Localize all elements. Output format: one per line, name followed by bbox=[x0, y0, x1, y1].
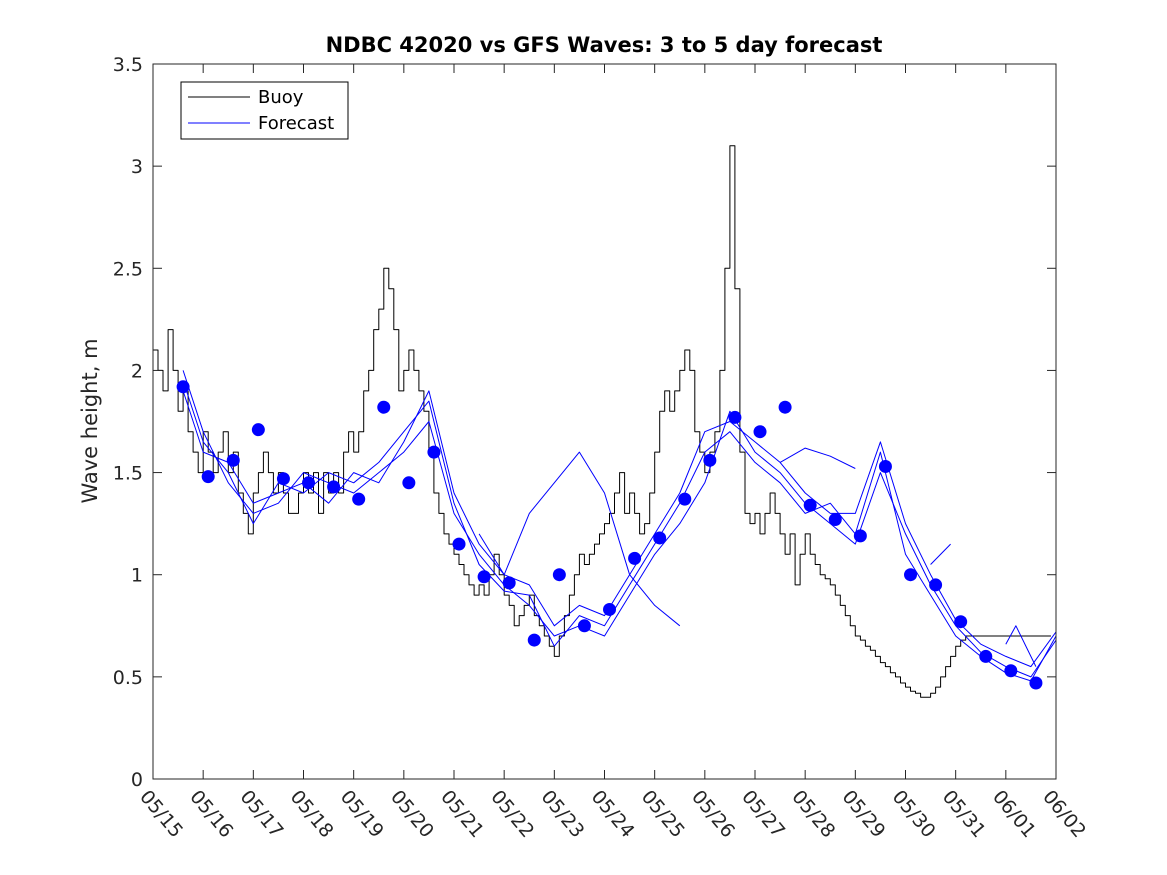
forecast-spur-line-3 bbox=[930, 543, 951, 565]
y-tick-label: 3 bbox=[131, 156, 143, 178]
y-tick-label: 1.5 bbox=[113, 463, 143, 485]
y-tick-label: 3.5 bbox=[113, 54, 143, 76]
forecast-point bbox=[653, 531, 667, 545]
forecast-point bbox=[703, 453, 717, 467]
forecast-series-line-2 bbox=[182, 380, 1056, 682]
y-tick-label: 2.5 bbox=[113, 258, 143, 280]
forecast-point bbox=[603, 602, 617, 616]
forecast-point bbox=[979, 649, 993, 663]
forecast-point bbox=[527, 633, 541, 647]
axes bbox=[152, 63, 1057, 780]
y-tick-label: 0 bbox=[131, 769, 143, 791]
forecast-point bbox=[251, 423, 265, 437]
forecast-point bbox=[452, 537, 466, 551]
buoy-series-line bbox=[153, 145, 1051, 698]
forecast-point bbox=[552, 568, 566, 582]
legend-forecast-label: Forecast bbox=[258, 113, 334, 134]
forecast-point bbox=[929, 578, 943, 592]
forecast-point bbox=[1004, 664, 1018, 678]
forecast-point bbox=[352, 492, 366, 506]
forecast-point bbox=[327, 480, 341, 494]
y-tick-label: 1 bbox=[131, 565, 143, 587]
forecast-spur-line-4 bbox=[1005, 625, 1037, 667]
forecast-point bbox=[904, 568, 918, 582]
forecast-point bbox=[201, 470, 215, 484]
forecast-point bbox=[276, 472, 290, 486]
forecast-point bbox=[502, 576, 516, 590]
chart-title: NDBC 42020 vs GFS Waves: 3 to 5 day fore… bbox=[326, 33, 883, 57]
forecast-point bbox=[678, 492, 692, 506]
forecast-point bbox=[753, 425, 767, 439]
forecast-point bbox=[803, 498, 817, 512]
forecast-point bbox=[477, 570, 491, 584]
forecast-point bbox=[878, 459, 892, 473]
legend: Buoy Forecast bbox=[180, 81, 349, 140]
y-tick-label: 2 bbox=[131, 360, 143, 382]
forecast-point bbox=[778, 400, 792, 414]
forecast-point bbox=[954, 615, 968, 629]
forecast-point bbox=[853, 529, 867, 543]
legend-box bbox=[180, 81, 349, 140]
forecast-point bbox=[176, 380, 190, 394]
forecast-point bbox=[828, 513, 842, 527]
forecast-point bbox=[226, 453, 240, 467]
legend-buoy-label: Buoy bbox=[258, 87, 304, 108]
y-axis-label: Wave height, m bbox=[78, 338, 102, 503]
forecast-series-line-3 bbox=[182, 390, 1056, 668]
forecast-spur-line-1 bbox=[478, 451, 681, 627]
forecast-point bbox=[427, 445, 441, 459]
forecast-point bbox=[577, 619, 591, 633]
forecast-point bbox=[377, 400, 391, 414]
forecast-point bbox=[1029, 676, 1043, 690]
forecast-point bbox=[402, 476, 416, 490]
plot-area bbox=[153, 145, 1056, 698]
y-tick-label: 0.5 bbox=[113, 667, 143, 689]
forecast-series-line-1 bbox=[182, 370, 1056, 678]
forecast-point bbox=[302, 476, 316, 490]
forecast-spur-line-2 bbox=[779, 447, 856, 469]
forecast-point bbox=[628, 551, 642, 565]
forecast-point bbox=[728, 410, 742, 424]
